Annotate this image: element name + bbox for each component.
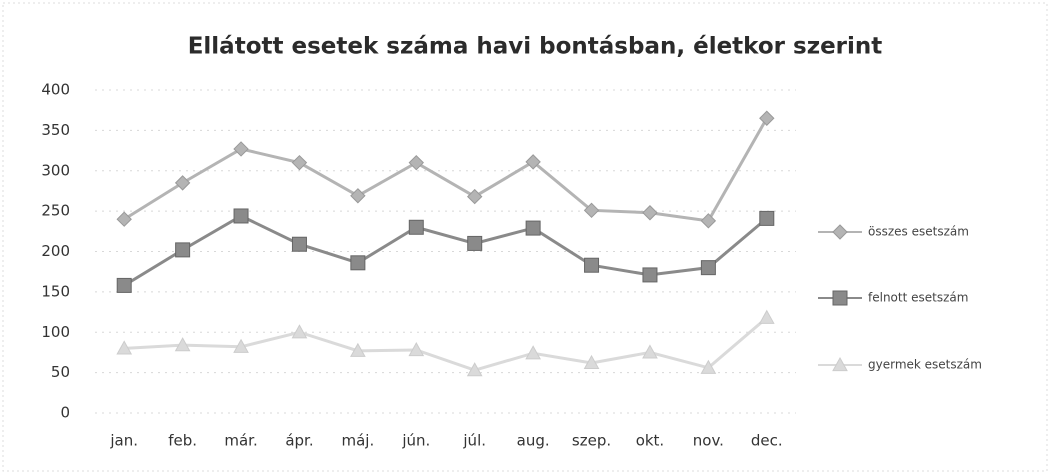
data-point — [350, 255, 366, 271]
data-point — [583, 202, 600, 219]
data-point — [642, 344, 658, 359]
x-tick-label: nov. — [693, 432, 724, 450]
data-point — [466, 362, 483, 377]
data-point — [759, 110, 775, 126]
x-tick-label: ápr. — [285, 432, 313, 450]
data-point — [174, 337, 191, 352]
data-point — [291, 154, 308, 171]
x-tick-label: júl. — [462, 432, 486, 450]
legend-marker — [832, 290, 848, 306]
series-line — [123, 117, 769, 223]
data-point — [116, 277, 132, 293]
data-point — [174, 175, 191, 191]
x-tick-label: aug. — [517, 432, 550, 450]
x-tick-label: szep. — [572, 432, 611, 450]
data-point — [116, 340, 133, 355]
y-tick-label: 0 — [60, 404, 70, 422]
y-tick-label: 150 — [41, 282, 70, 300]
y-tick-label: 350 — [41, 121, 70, 139]
series-line — [123, 214, 768, 287]
data-point — [700, 213, 717, 229]
data-point — [291, 236, 307, 252]
data-point — [233, 141, 249, 157]
data-point — [525, 345, 541, 360]
data-point — [408, 341, 425, 357]
y-tick-label: 50 — [51, 363, 70, 381]
data-point — [700, 260, 716, 276]
y-tick-label: 300 — [41, 161, 70, 179]
series-line — [124, 316, 768, 372]
y-tick-label: 200 — [41, 242, 70, 260]
data-point — [583, 354, 600, 370]
y-tick-label: 400 — [41, 81, 70, 99]
legend-label: gyermek esetszám — [868, 358, 982, 372]
data-point — [467, 235, 483, 251]
data-point — [525, 154, 541, 170]
y-tick-label: 100 — [41, 323, 70, 341]
legend-label: összes esetszám — [868, 225, 969, 239]
x-tick-label: máj. — [342, 432, 375, 450]
data-point — [116, 211, 132, 227]
data-point — [175, 242, 191, 258]
y-tick-label: 250 — [41, 202, 70, 220]
data-point — [642, 205, 658, 221]
legend-marker — [832, 356, 848, 372]
legend-marker — [832, 224, 848, 240]
x-tick-label: okt. — [636, 432, 665, 450]
data-point — [233, 338, 249, 353]
chart-title: Ellátott esetek száma havi bontásban, él… — [188, 34, 883, 60]
x-tick-label: jan. — [109, 432, 138, 450]
x-tick-label: dec. — [751, 432, 783, 450]
data-point — [350, 188, 366, 204]
data-point — [291, 324, 308, 339]
data-point — [408, 219, 424, 235]
data-point — [525, 220, 541, 236]
data-point — [758, 309, 775, 324]
x-tick-label: jún. — [401, 432, 430, 450]
data-point — [467, 188, 483, 205]
x-tick-label: már. — [224, 432, 257, 450]
data-point — [350, 342, 366, 357]
data-point — [700, 359, 717, 374]
data-point — [642, 267, 658, 283]
x-tick-label: feb. — [168, 432, 197, 450]
data-point — [233, 208, 249, 224]
data-point — [759, 210, 775, 226]
data-point — [584, 257, 600, 273]
data-point — [408, 154, 424, 171]
legend-label: felnott esetszám — [868, 291, 968, 305]
